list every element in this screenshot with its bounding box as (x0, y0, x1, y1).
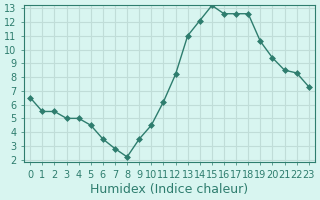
X-axis label: Humidex (Indice chaleur): Humidex (Indice chaleur) (91, 183, 249, 196)
